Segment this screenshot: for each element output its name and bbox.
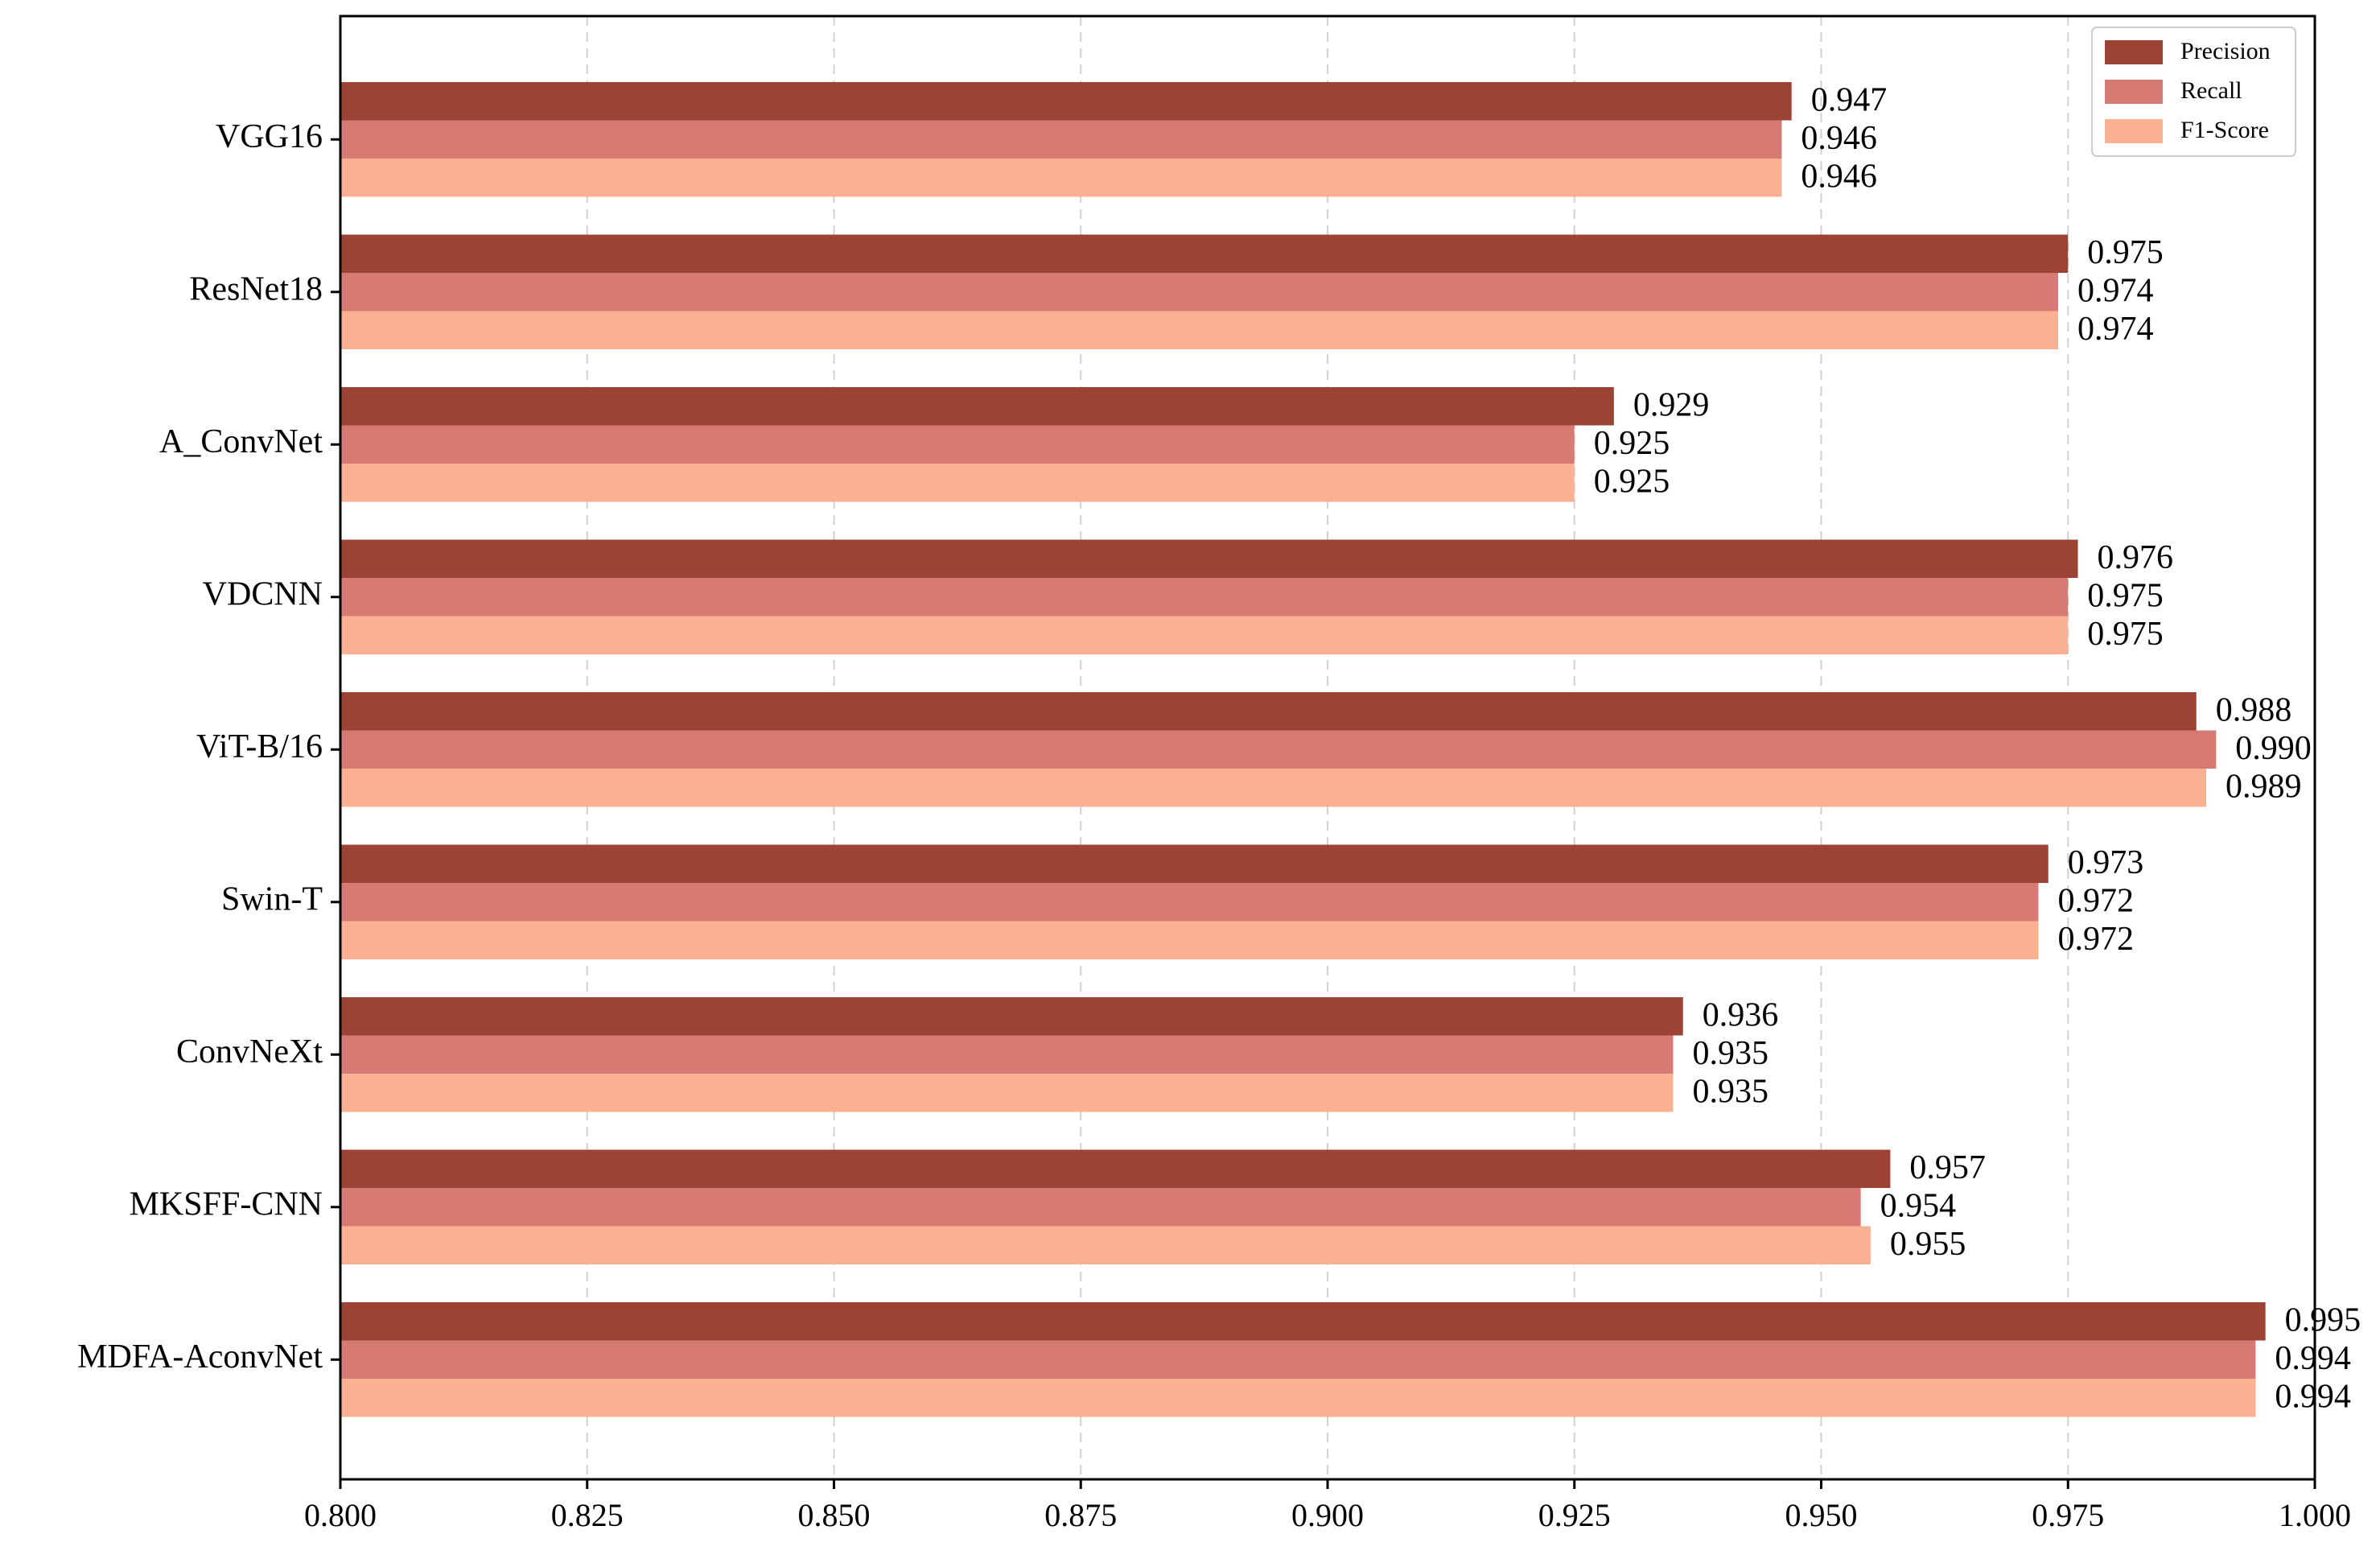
legend-swatch (2105, 40, 2163, 64)
bar-recall (340, 730, 2217, 769)
bar-precision (340, 234, 2069, 273)
bar-f1-score (340, 921, 2039, 959)
y-axis-ticks: VGG16 ResNet18 A_ConvNet VDCNN ViT-B/16 Swin-… (77, 118, 340, 1375)
bar-precision (340, 1149, 1891, 1188)
legend-label: F1-Score (2180, 117, 2269, 143)
data-label: 0.975 (2087, 577, 2164, 614)
legend: Precision Recall F1-Score (2091, 27, 2296, 157)
category-label: A_ConvNet (159, 423, 323, 460)
data-label: 0.947 (1811, 81, 1888, 118)
x-tick-label: 1.000 (2279, 1497, 2351, 1533)
category-label: MDFA-AconvNet (77, 1338, 323, 1375)
data-label: 0.946 (1801, 120, 1877, 157)
bar-f1-score (340, 1379, 2256, 1417)
data-label: 0.994 (2275, 1378, 2351, 1415)
data-label: 0.973 (2068, 844, 2144, 881)
data-label: 0.955 (1890, 1226, 1966, 1263)
bar-recall (340, 1035, 1674, 1074)
bar-f1-score (340, 464, 1575, 502)
bar-precision (340, 844, 2049, 883)
bar-f1-score (340, 616, 2069, 654)
bar-precision (340, 1302, 2266, 1341)
category-label: ViT-B/16 (196, 728, 323, 765)
bar-f1-score (340, 1226, 1871, 1264)
legend-label: Precision (2180, 38, 2271, 64)
x-axis-ticks: 0.800 0.825 0.850 0.875 0.900 0.925 0.950 0.975… (304, 1479, 2351, 1533)
data-label: 0.988 (2216, 691, 2292, 728)
data-label: 0.975 (2087, 616, 2164, 653)
bar-f1-score (340, 159, 1782, 197)
bar-precision (340, 692, 2197, 731)
category-label: VGG16 (216, 118, 323, 155)
bar-precision (340, 82, 1792, 121)
bar-recall (340, 883, 2039, 922)
data-label: 0.995 (2285, 1301, 2361, 1338)
data-label: 0.972 (2057, 882, 2134, 919)
legend-swatch (2105, 119, 2163, 143)
category-label: VDCNN (203, 575, 323, 612)
category-label: Swin-T (221, 881, 323, 918)
bar-recall (340, 425, 1575, 464)
data-label: 0.974 (2077, 272, 2154, 309)
data-label: 0.954 (1880, 1187, 1957, 1224)
data-label: 0.935 (1692, 1035, 1769, 1072)
data-label: 0.929 (1633, 386, 1710, 423)
x-tick-label: 0.950 (1785, 1497, 1858, 1533)
data-label: 0.972 (2057, 921, 2134, 958)
x-tick-label: 0.900 (1291, 1497, 1364, 1533)
data-label: 0.936 (1703, 996, 1779, 1033)
data-label: 0.975 (2087, 234, 2164, 271)
data-labels: 0.9470.9460.9460.9750.9740.9740.9290.925… (1594, 81, 2361, 1415)
x-tick-label: 0.925 (1538, 1497, 1611, 1533)
bar-precision (340, 997, 1683, 1036)
bar-recall (340, 1340, 2256, 1379)
bar-recall (340, 578, 2069, 617)
x-tick-label: 0.850 (798, 1497, 871, 1533)
bar-recall (340, 1188, 1861, 1227)
bar-precision (340, 539, 2078, 578)
bar-precision (340, 387, 1614, 426)
data-label: 0.990 (2235, 730, 2312, 767)
bars (340, 82, 2266, 1417)
legend-swatch (2105, 80, 2163, 104)
x-tick-label: 0.825 (551, 1497, 624, 1533)
data-label: 0.976 (2098, 539, 2174, 576)
category-label: ResNet18 (189, 270, 323, 307)
legend-label: Recall (2180, 77, 2242, 104)
data-label: 0.925 (1594, 425, 1670, 462)
data-label: 0.989 (2226, 768, 2302, 805)
x-tick-label: 0.975 (2032, 1497, 2104, 1533)
data-label: 0.946 (1801, 158, 1877, 195)
bar-recall (340, 120, 1782, 159)
bar-f1-score (340, 1074, 1674, 1112)
data-label: 0.935 (1692, 1073, 1769, 1110)
data-label: 0.974 (2077, 311, 2154, 348)
category-label: MKSFF-CNN (130, 1186, 323, 1223)
bar-f1-score (340, 769, 2207, 807)
x-tick-label: 0.875 (1044, 1497, 1117, 1533)
bar-recall (340, 273, 2058, 311)
data-label: 0.957 (1909, 1149, 1986, 1186)
x-tick-label: 0.800 (304, 1497, 377, 1533)
data-label: 0.925 (1594, 463, 1670, 500)
bar-f1-score (340, 311, 2058, 349)
category-label: ConvNeXt (176, 1033, 323, 1070)
data-label: 0.994 (2275, 1340, 2351, 1377)
